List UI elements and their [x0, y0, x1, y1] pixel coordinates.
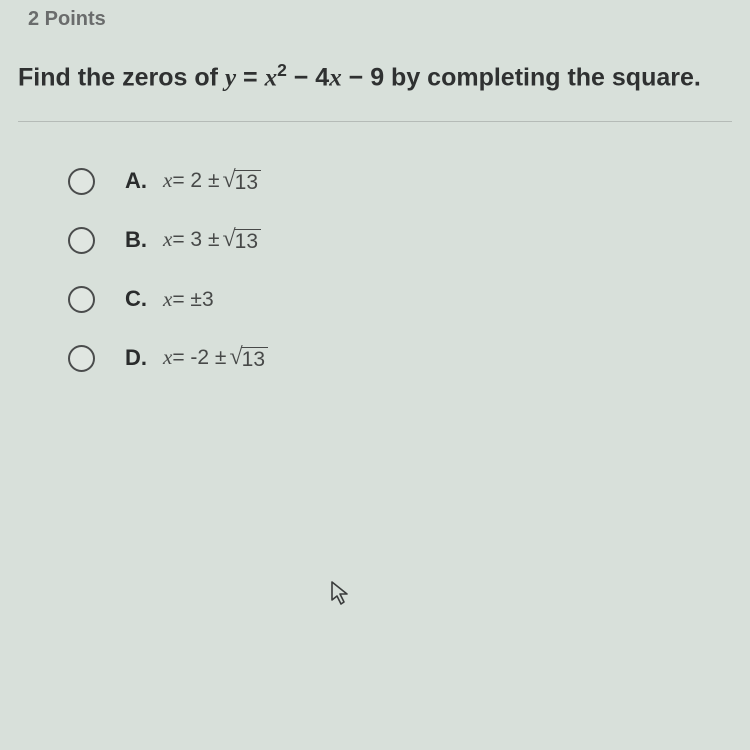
radio-icon[interactable]: [68, 345, 95, 372]
option-expression: x = 2 ± √13: [163, 168, 261, 194]
question-text: Find the zeros of y = x2 − 4x − 9 by com…: [18, 59, 732, 95]
option-var: x: [163, 287, 172, 312]
question-eq: =: [236, 63, 265, 91]
question-divider: [18, 121, 732, 122]
option-expression: x = ±3: [163, 287, 214, 312]
option-letter: B.: [125, 227, 149, 253]
question-exponent: 2: [277, 60, 287, 80]
option-a[interactable]: A. x = 2 ± √13: [68, 168, 732, 195]
option-c[interactable]: C. x = ±3: [68, 286, 732, 313]
question-lhs: y: [225, 64, 236, 91]
option-d[interactable]: D. x = -2 ± √13: [68, 345, 732, 372]
option-letter: D.: [125, 345, 149, 371]
sqrt-arg: 13: [241, 347, 268, 371]
question-rhs-var: x: [265, 64, 278, 91]
radio-icon[interactable]: [68, 286, 95, 313]
option-eq: = ±3: [172, 288, 213, 312]
option-var: x: [163, 345, 172, 370]
option-letter: C.: [125, 286, 149, 312]
question-prefix: Find the zeros of: [18, 63, 225, 91]
points-label: 2 Points: [28, 8, 732, 31]
option-eq: = 3 ±: [172, 228, 219, 252]
option-letter: A.: [125, 168, 149, 194]
option-expression: x = 3 ± √13: [163, 227, 261, 253]
cursor-icon: [330, 580, 354, 606]
radio-icon[interactable]: [68, 227, 95, 254]
sqrt-icon: √13: [222, 170, 261, 194]
option-eq: = 2 ±: [172, 169, 219, 193]
option-expression: x = -2 ± √13: [163, 345, 268, 371]
option-var: x: [163, 168, 172, 193]
question-suffix: − 9 by completing the square.: [342, 63, 701, 91]
options-list: A. x = 2 ± √13 B. x = 3 ± √13 C. x = ±3 …: [18, 168, 732, 372]
question-rhs-var2: x: [329, 64, 342, 91]
sqrt-icon: √13: [229, 347, 268, 371]
option-eq: = -2 ±: [172, 346, 226, 370]
radio-icon[interactable]: [68, 168, 95, 195]
sqrt-arg: 13: [234, 170, 261, 194]
option-b[interactable]: B. x = 3 ± √13: [68, 227, 732, 254]
option-var: x: [163, 227, 172, 252]
question-rhs-rest: − 4: [287, 63, 329, 91]
sqrt-arg: 13: [234, 229, 261, 253]
sqrt-icon: √13: [222, 229, 261, 253]
